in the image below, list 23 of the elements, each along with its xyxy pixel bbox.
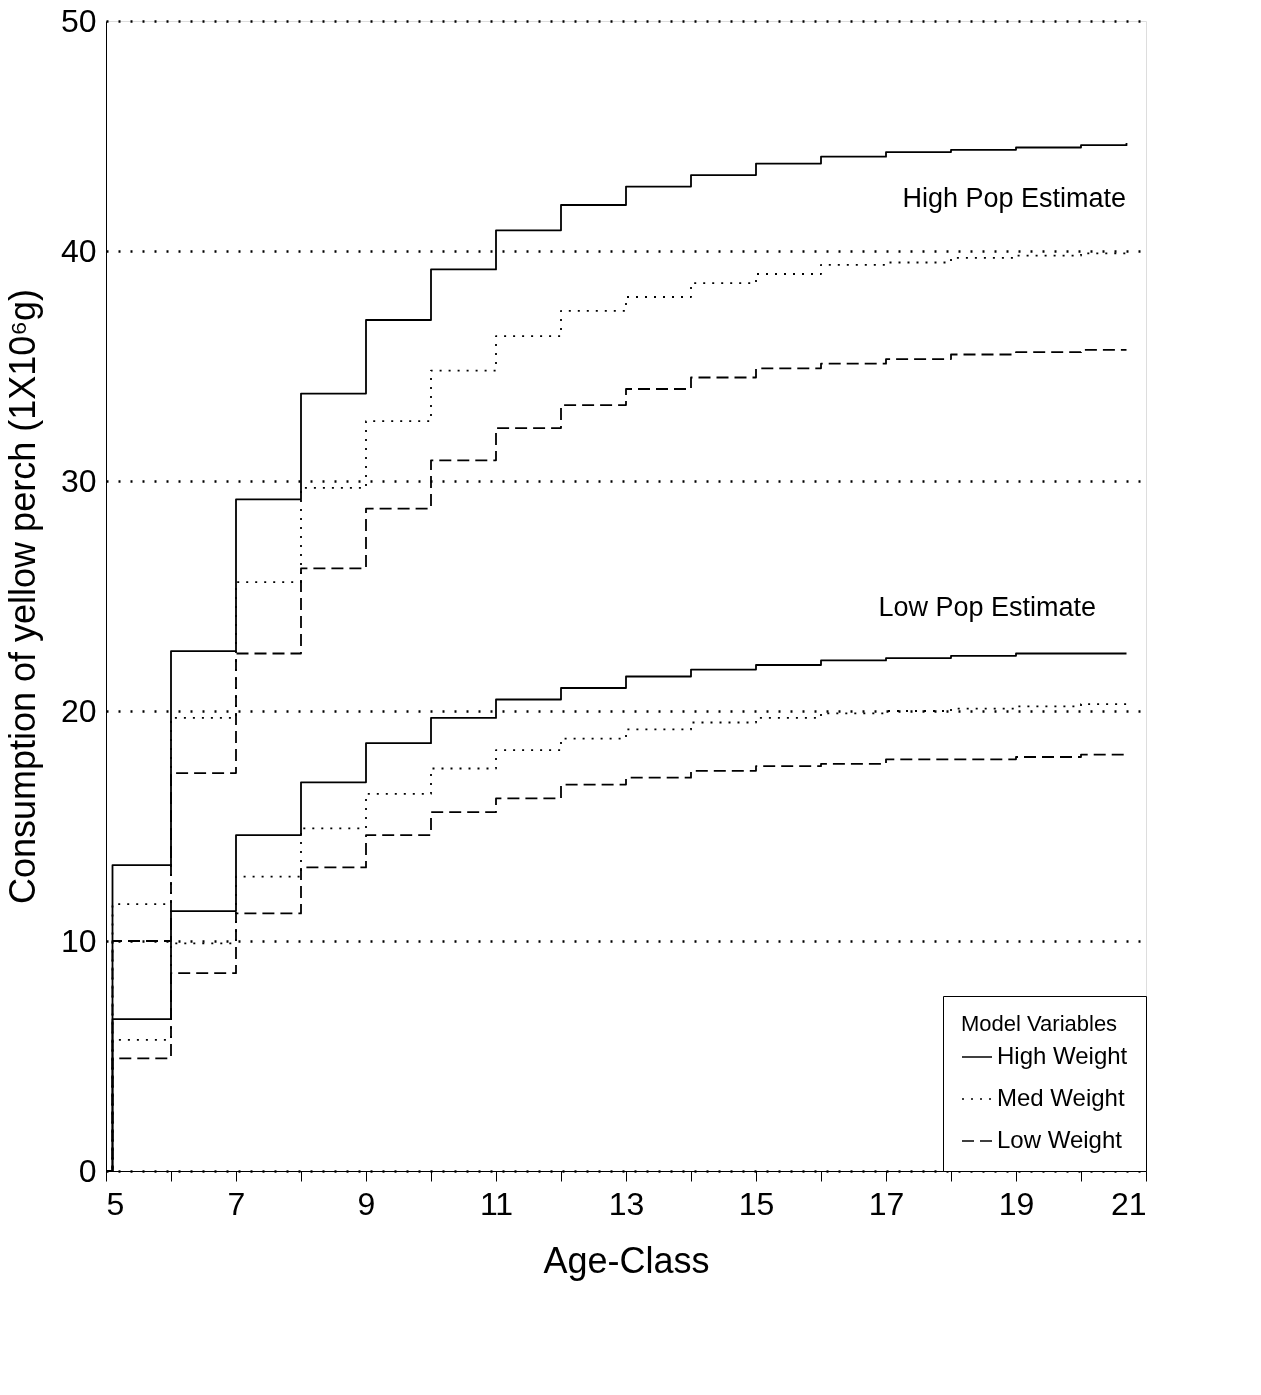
legend-label: High Weight [997, 1042, 1128, 1069]
y-tick-label: 50 [60, 2, 97, 39]
y-tick-label: 20 [60, 692, 97, 729]
y-tick-label: 10 [60, 922, 97, 959]
x-tick-label: 5 [106, 1185, 125, 1222]
y-axis-title: Consumption of yellow perch (1X10⁶g) [1, 288, 43, 905]
annotation: Low Pop Estimate [878, 591, 1096, 622]
x-tick-label: 7 [227, 1185, 246, 1222]
x-tick-label: 13 [608, 1185, 645, 1222]
legend-title: Model Variables [961, 1011, 1118, 1036]
legend-label: Med Weight [997, 1084, 1125, 1111]
x-tick-label: 9 [357, 1185, 376, 1222]
y-tick-label: 40 [60, 232, 97, 269]
annotation: High Pop Estimate [902, 183, 1126, 214]
x-tick-label: 17 [868, 1185, 905, 1222]
y-tick-label: 0 [78, 1152, 97, 1189]
x-axis-title: Age-Class [543, 1239, 710, 1281]
y-tick-label: 30 [60, 462, 97, 499]
legend-label: Low Weight [997, 1126, 1123, 1153]
x-tick-label: 21 [1110, 1185, 1147, 1222]
x-tick-label: 19 [998, 1185, 1035, 1222]
x-tick-label: 11 [479, 1185, 514, 1222]
x-tick-label: 15 [738, 1185, 775, 1222]
